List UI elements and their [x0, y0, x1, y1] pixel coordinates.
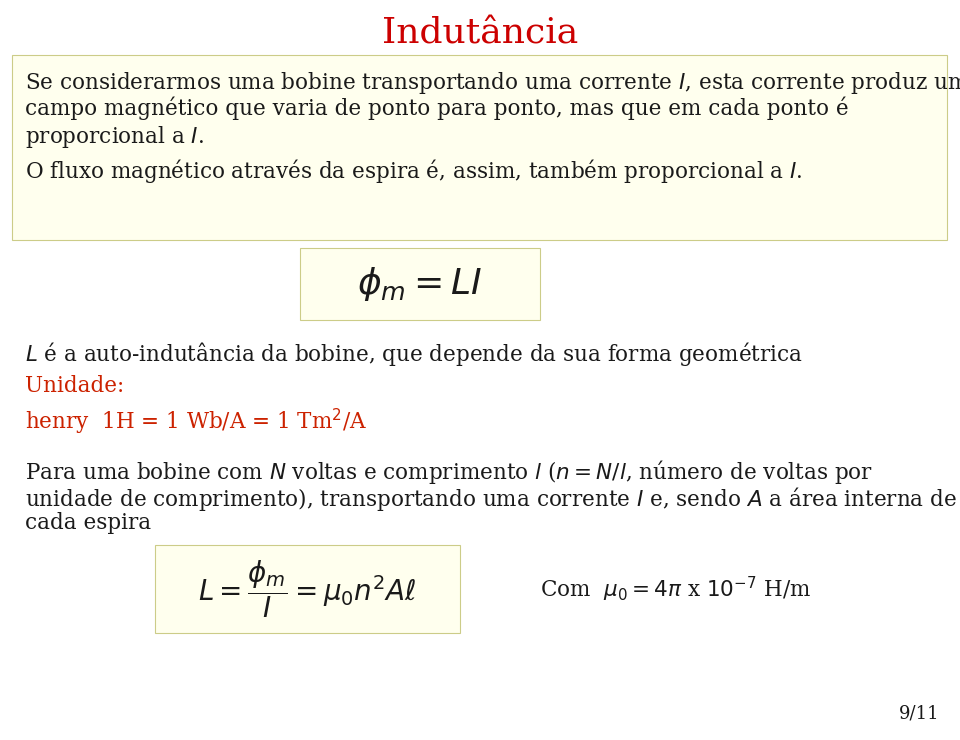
Text: $L$ é a auto-indutância da bobine, que depende da sua forma geométrica: $L$ é a auto-indutância da bobine, que d…: [25, 340, 803, 368]
Text: 9/11: 9/11: [900, 704, 940, 722]
Text: unidade de comprimento), transportando uma corrente $I$ e, sendo $A$ a área inte: unidade de comprimento), transportando u…: [25, 485, 957, 513]
Text: proporcional a $I$.: proporcional a $I$.: [25, 124, 204, 150]
Text: Unidade:: Unidade:: [25, 375, 124, 397]
Text: campo magnético que varia de ponto para ponto, mas que em cada ponto é: campo magnético que varia de ponto para …: [25, 97, 849, 121]
FancyBboxPatch shape: [155, 545, 460, 633]
Text: $L = \dfrac{\phi_m}{I} = \mu_0 n^2 A\ell$: $L = \dfrac{\phi_m}{I} = \mu_0 n^2 A\ell…: [198, 558, 417, 620]
FancyBboxPatch shape: [300, 248, 540, 320]
Text: Para uma bobine com $N$ voltas e comprimento $l$ ($n = N / l$, número de voltas : Para uma bobine com $N$ voltas e comprim…: [25, 458, 873, 486]
FancyBboxPatch shape: [12, 55, 947, 240]
Text: cada espira: cada espira: [25, 512, 151, 534]
Text: henry  1H = 1 Wb/A = 1 Tm$^2$/A: henry 1H = 1 Wb/A = 1 Tm$^2$/A: [25, 407, 367, 437]
Text: Com  $\mu_0 = 4 \pi$ x $10^{-7}$ H/m: Com $\mu_0 = 4 \pi$ x $10^{-7}$ H/m: [540, 574, 811, 604]
Text: Se considerarmos uma bobine transportando uma corrente $I$, esta corrente produz: Se considerarmos uma bobine transportand…: [25, 70, 960, 96]
Text: Indutância: Indutância: [382, 16, 578, 50]
Text: $\phi_m = LI$: $\phi_m = LI$: [357, 265, 483, 303]
Text: O fluxo magnético através da espira é, assim, também proporcional a $I$.: O fluxo magnético através da espira é, a…: [25, 157, 803, 185]
